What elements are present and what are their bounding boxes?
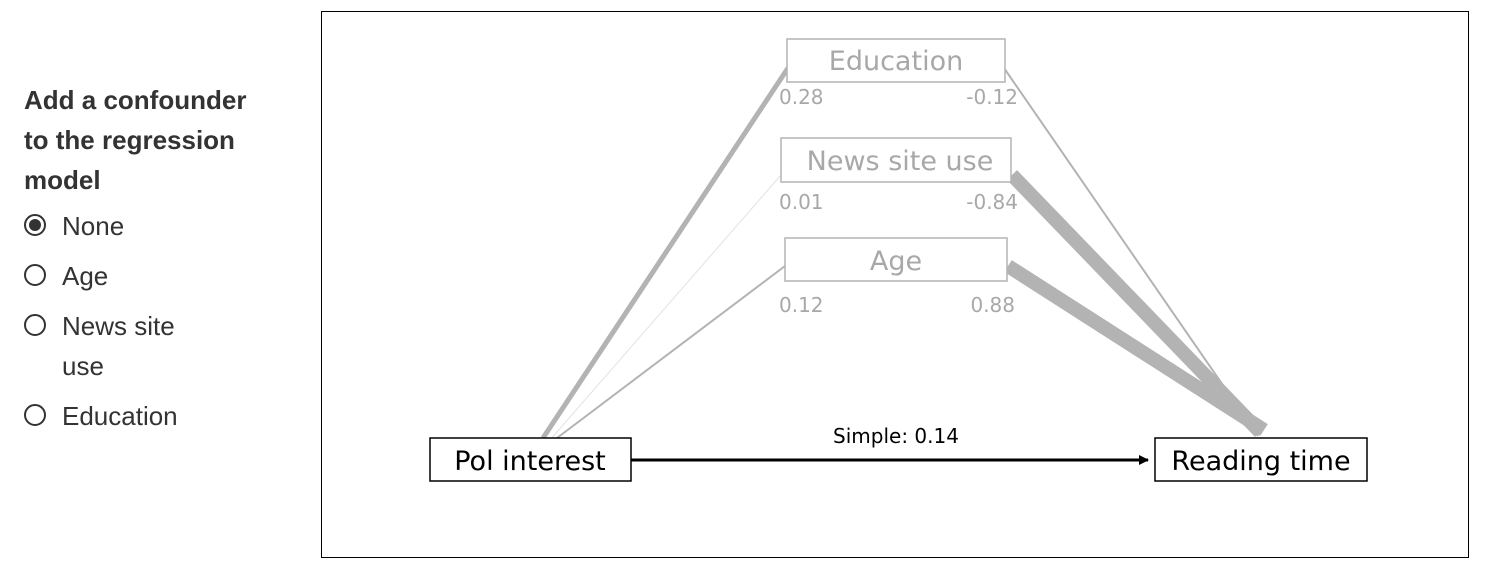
radio-button-age[interactable]: [24, 264, 46, 286]
confounder-control-panel: Add a confounder to the regression model…: [24, 80, 254, 446]
radio-label-age: Age: [62, 261, 109, 291]
node-age-label: Age: [870, 246, 922, 277]
node-reading-time-label: Reading time: [1171, 446, 1350, 477]
simple-effect-label: Simple: 0.14: [833, 424, 959, 448]
radio-label-none: None: [62, 211, 125, 241]
edge-news-site-use-reading-time: [1006, 170, 1266, 437]
edge-education-reading-time: [1003, 67, 1259, 437]
radio-option-news-site-use[interactable]: News site use: [24, 306, 254, 386]
edge-pol-interest-age: [556, 265, 786, 439]
radio-button-education[interactable]: [24, 404, 46, 426]
regression-diagram: Simple: 0.14 Education 0.28 -0.12 News s…: [429, 38, 1368, 482]
coef-news-site-use-outcome: -0.84: [966, 190, 1018, 214]
node-education-label: Education: [829, 46, 963, 77]
radio-option-none[interactable]: None: [24, 206, 254, 246]
panel-title: Add a confounder to the regression model: [24, 85, 247, 195]
edge-pol-interest-news-site-use: [549, 174, 782, 441]
radio-button-none[interactable]: [24, 214, 46, 236]
radio-button-news-site-use[interactable]: [24, 314, 46, 336]
node-pol-interest-label: Pol interest: [454, 446, 606, 477]
coef-news-site-use-exposure: 0.01: [779, 190, 824, 214]
coef-age-exposure: 0.12: [779, 293, 824, 317]
node-reading-time-box: [1154, 437, 1368, 482]
regression-diagram-frame: Simple: 0.14 Education 0.28 -0.12 News s…: [321, 11, 1469, 558]
node-age-box: [784, 237, 1008, 282]
coef-education-exposure: 0.28: [779, 85, 824, 109]
radio-label-education: Education: [62, 401, 178, 431]
radio-option-education[interactable]: Education: [24, 396, 254, 436]
radio-label-news-site-use: News site use: [62, 311, 175, 381]
node-education-box: [786, 38, 1006, 83]
edge-age-reading-time: [1004, 260, 1268, 436]
confounder-radio-group: None Age News site use Education: [24, 206, 254, 436]
node-pol-interest-box: [429, 437, 632, 482]
node-news-site-use-box: [780, 137, 1012, 183]
node-news-site-use-label: News site use: [807, 146, 994, 177]
coef-education-outcome: -0.12: [966, 85, 1018, 109]
radio-option-age[interactable]: Age: [24, 256, 254, 296]
coef-age-outcome: 0.88: [970, 293, 1015, 317]
edge-pol-interest-education: [540, 66, 791, 440]
